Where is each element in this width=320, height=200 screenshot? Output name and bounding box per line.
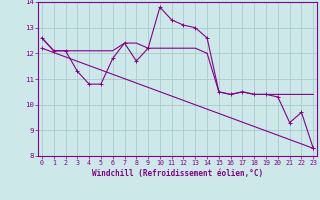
X-axis label: Windchill (Refroidissement éolien,°C): Windchill (Refroidissement éolien,°C) [92, 169, 263, 178]
